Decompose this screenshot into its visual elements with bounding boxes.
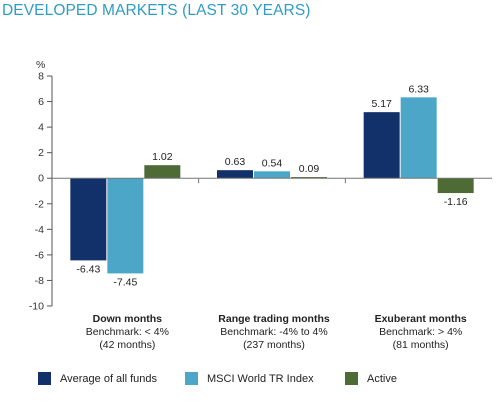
legend-label: Active [367, 372, 397, 385]
bar [217, 170, 253, 179]
y-tick-label: -2 [35, 198, 44, 210]
data-label: -6.43 [76, 263, 100, 275]
legend-swatch [345, 372, 358, 385]
bar [144, 165, 181, 179]
chart-title: DEVELOPED MARKETS (LAST 30 YEARS) [2, 2, 311, 19]
category-title: Down months [93, 313, 163, 325]
bar [437, 178, 474, 194]
legend-label: Average of all funds [60, 372, 158, 385]
data-label: -7.45 [113, 276, 137, 288]
data-label: 0.09 [299, 163, 320, 175]
legend-item: Average of all funds [38, 372, 157, 385]
category-months: (237 months) [243, 339, 305, 351]
bar [70, 178, 107, 261]
data-label: 0.54 [262, 157, 283, 169]
chart-legend: Average of all funds MSCI World TR Index A… [0, 372, 500, 392]
legend-swatch [185, 372, 198, 385]
category-title: Exuberant months [375, 313, 467, 325]
category-title: Range trading months [218, 313, 330, 325]
category-months: (81 months) [393, 339, 449, 351]
y-tick-label: 8 [38, 71, 44, 83]
legend-item: MSCI World TR Index [185, 372, 314, 385]
y-tick-label: -8 [35, 275, 44, 287]
bar [254, 171, 290, 179]
data-label: 0.63 [225, 156, 246, 168]
bar [107, 178, 144, 274]
y-tick-label: 6 [38, 96, 44, 108]
legend-swatch [38, 372, 51, 385]
y-tick-label: 0 [38, 173, 44, 185]
category-benchmark: Benchmark: -4% to 4% [220, 326, 327, 338]
bar [291, 177, 327, 179]
legend-label: MSCI World TR Index [207, 372, 314, 385]
y-tick-label: 2 [38, 147, 44, 159]
category-benchmark: Benchmark: > 4% [379, 326, 462, 338]
legend-item: Active [345, 372, 397, 385]
y-axis-unit-label: % [36, 59, 45, 71]
bar [363, 112, 400, 179]
category-benchmark: Benchmark: < 4% [86, 326, 169, 338]
data-label: -1.16 [444, 196, 468, 208]
y-tick-label: -6 [35, 249, 44, 261]
data-label: 5.17 [371, 98, 392, 110]
data-label: 1.02 [152, 151, 173, 163]
y-tick-label: -10 [29, 301, 44, 313]
data-label: 6.33 [408, 83, 429, 95]
y-tick-label: -4 [35, 224, 44, 236]
bar [400, 97, 437, 179]
category-months: (42 months) [99, 339, 155, 351]
y-tick-label: 4 [38, 122, 44, 134]
